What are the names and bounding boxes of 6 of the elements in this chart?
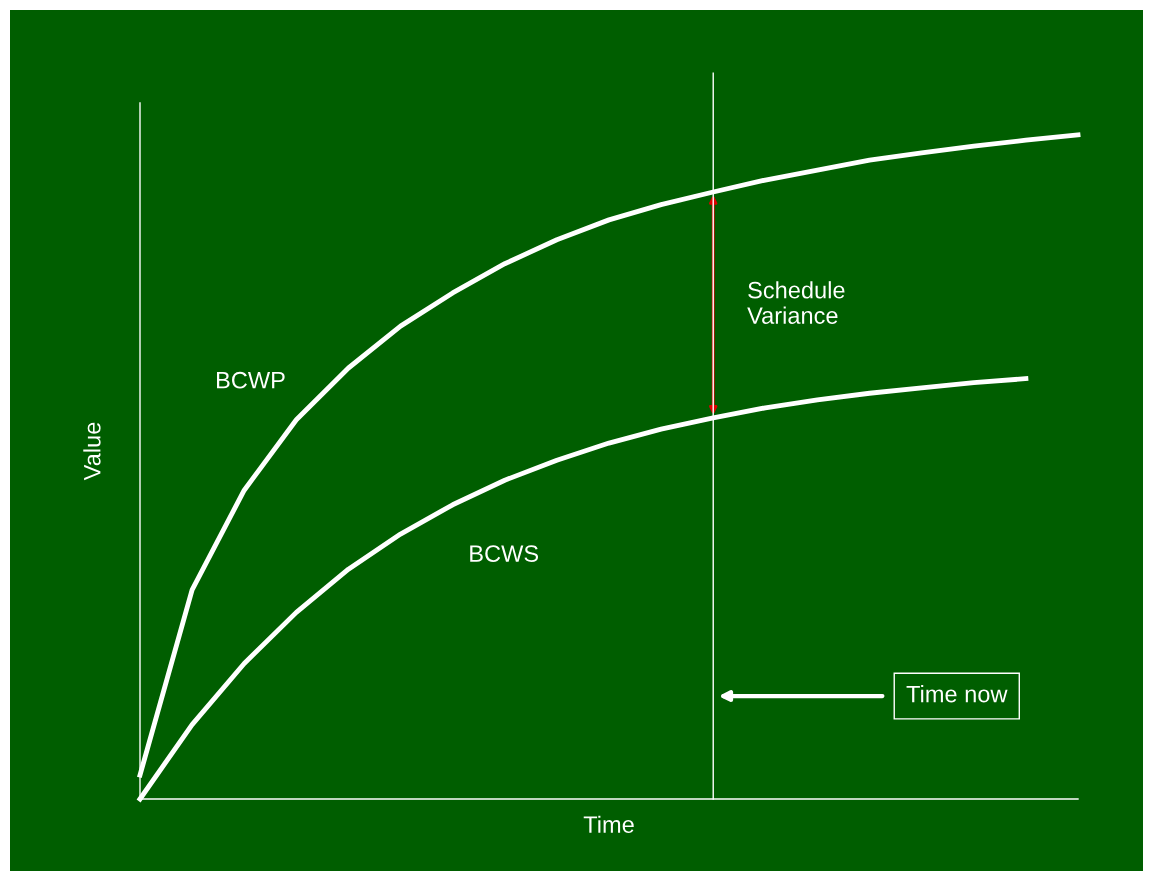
y-axis-title: Value <box>83 422 101 481</box>
annotation: Schedule Variance <box>747 281 845 324</box>
x-axis-title: Time <box>583 815 634 834</box>
annotation: Time now <box>906 685 1008 703</box>
series-label: BCWP <box>217 371 285 389</box>
series-label: BCWS <box>470 545 539 562</box>
